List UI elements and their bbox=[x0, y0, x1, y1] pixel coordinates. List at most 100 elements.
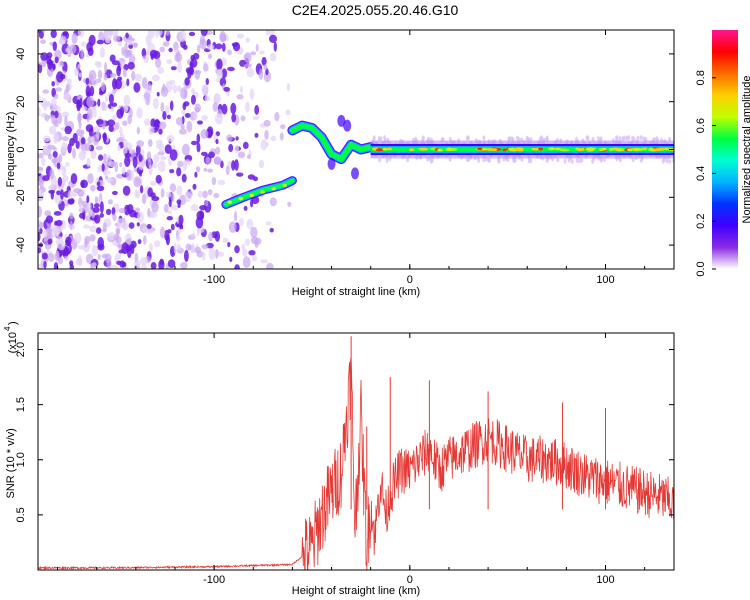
noise-speck bbox=[112, 213, 117, 222]
noise-speck bbox=[90, 184, 96, 192]
noise-speck bbox=[140, 149, 145, 156]
noise-speck bbox=[145, 98, 150, 106]
noise-speck bbox=[54, 56, 59, 64]
noise-speck bbox=[173, 41, 179, 51]
noise-speck bbox=[119, 126, 123, 137]
noise-speck bbox=[150, 181, 157, 186]
noise-speck bbox=[54, 110, 59, 119]
noise-speck bbox=[178, 128, 187, 135]
noise-speck bbox=[85, 124, 94, 133]
noise-speck bbox=[285, 109, 291, 116]
noise-speck bbox=[77, 63, 82, 69]
noise-speck bbox=[217, 179, 226, 186]
noise-speck bbox=[196, 142, 201, 153]
noise-speck bbox=[52, 151, 58, 158]
noise-speck bbox=[57, 240, 66, 251]
noise-speck bbox=[178, 214, 184, 226]
colorbar-label: Normalized spectral amplitude bbox=[741, 76, 750, 224]
noise-speck bbox=[49, 168, 55, 180]
noise-speck bbox=[202, 190, 208, 199]
noise-speck bbox=[216, 68, 223, 80]
noise-speck bbox=[45, 101, 51, 107]
noise-speck bbox=[38, 263, 43, 269]
noise-speck bbox=[63, 94, 70, 101]
noise-speck bbox=[91, 212, 96, 219]
noise-speck bbox=[260, 139, 268, 151]
noise-speck bbox=[151, 74, 160, 82]
noise-speck bbox=[58, 39, 65, 45]
noise-speck bbox=[162, 110, 167, 120]
noise-speck bbox=[179, 225, 184, 230]
noise-speck bbox=[98, 154, 104, 161]
noise-speck bbox=[122, 221, 129, 231]
noise-speck bbox=[42, 89, 50, 94]
noise-speck bbox=[195, 166, 201, 173]
colorbar: 0.0 0.2 0.4 0.6 0.8 Normalized spectral ampli… bbox=[695, 30, 750, 277]
halo-speck bbox=[378, 157, 382, 163]
noise-speck bbox=[124, 142, 133, 151]
noise-speck bbox=[99, 201, 104, 214]
noise-speck bbox=[273, 41, 277, 52]
noise-speck bbox=[226, 134, 233, 142]
noise-speck bbox=[163, 203, 169, 213]
noise-speck bbox=[153, 153, 160, 164]
halo-speck bbox=[529, 158, 533, 164]
band-core bbox=[289, 123, 374, 162]
noise-speck bbox=[57, 176, 63, 187]
noise-speck bbox=[208, 231, 213, 242]
noise-speck bbox=[151, 162, 158, 169]
noise-speck bbox=[94, 61, 101, 66]
noise-speck bbox=[93, 214, 101, 224]
noise-speck bbox=[108, 124, 114, 132]
noise-speck bbox=[263, 119, 271, 127]
halo-speck bbox=[465, 135, 469, 141]
y-multiplier-exp: 4 bbox=[3, 326, 12, 331]
x-tick-label: -100 bbox=[203, 274, 225, 286]
noise-speck bbox=[144, 118, 151, 126]
noise-speck bbox=[166, 135, 175, 142]
noise-speck bbox=[170, 204, 179, 211]
noise-speck bbox=[222, 42, 226, 52]
noise-speck bbox=[206, 44, 215, 51]
noise-speck bbox=[286, 82, 291, 92]
noise-speck bbox=[78, 72, 83, 78]
noise-speck bbox=[124, 156, 131, 167]
noise-speck bbox=[117, 144, 121, 152]
noise-speck bbox=[213, 156, 222, 165]
noise-speck bbox=[184, 192, 192, 202]
noise-speck bbox=[65, 162, 70, 167]
noise-speck bbox=[213, 192, 220, 199]
noise-speck bbox=[119, 106, 124, 117]
noise-speck bbox=[132, 156, 138, 168]
noise-speck bbox=[126, 39, 133, 46]
main-band-hotspot bbox=[386, 147, 393, 151]
noise-speck bbox=[180, 87, 188, 100]
noise-speck bbox=[38, 94, 41, 103]
noise-speck bbox=[222, 237, 229, 244]
y-tick-label: -20 bbox=[15, 189, 27, 205]
noise-speck bbox=[45, 215, 54, 224]
noise-speck bbox=[211, 231, 218, 239]
noise-speck bbox=[44, 210, 52, 217]
noise-speck bbox=[242, 248, 248, 257]
noise-speck bbox=[97, 237, 104, 249]
noise-speck bbox=[176, 51, 180, 62]
noise-speck bbox=[196, 133, 201, 144]
noise-speck bbox=[193, 70, 202, 75]
noise-speck bbox=[112, 114, 117, 121]
noise-speck bbox=[61, 111, 70, 118]
noise-speck bbox=[157, 30, 163, 37]
noise-speck bbox=[63, 198, 68, 204]
noise-speck bbox=[193, 111, 198, 121]
noise-speck bbox=[40, 39, 46, 45]
noise-speck bbox=[235, 136, 239, 141]
noise-speck bbox=[48, 114, 56, 120]
noise-speck bbox=[167, 229, 172, 234]
noise-speck bbox=[152, 97, 159, 110]
main-band-hotspot bbox=[634, 148, 644, 151]
noise-speck bbox=[238, 218, 244, 226]
noise-speck bbox=[176, 167, 182, 177]
noise-speck bbox=[42, 230, 48, 238]
halo-speck bbox=[642, 136, 646, 142]
noise-speck bbox=[62, 175, 69, 183]
